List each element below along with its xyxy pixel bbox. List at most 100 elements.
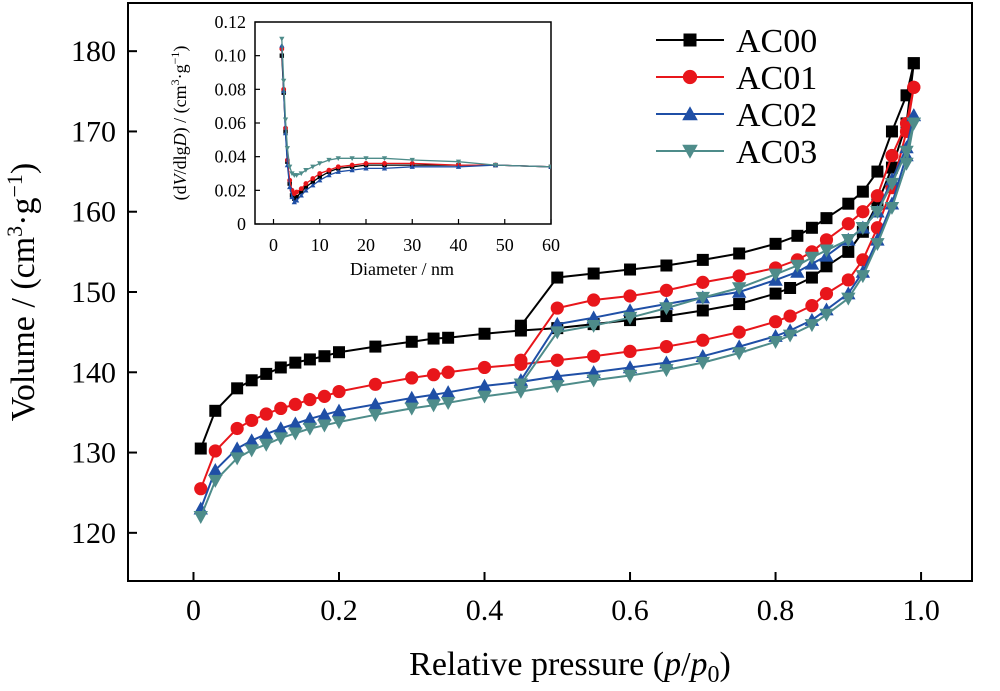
- ac01-adsorption-point: [805, 299, 819, 313]
- ac00-adsorption-point: [209, 404, 222, 417]
- ac00-adsorption-point: [289, 356, 302, 369]
- ac03-desorption-point: [695, 291, 710, 305]
- legend-label-ac02: AC02: [736, 97, 817, 134]
- inset-x-ticks: 0 10 20 30 40 50 60: [269, 219, 560, 255]
- inset-ac03-point: [326, 157, 332, 163]
- ac02-adsorption-point: [404, 390, 419, 404]
- inset-ac03-point: [287, 164, 293, 170]
- inset-y-tick-label: 0.10: [215, 46, 247, 66]
- ac00-adsorption-point: [318, 350, 331, 363]
- inset-ac03-point: [335, 156, 341, 161]
- ac03-adsorption-point: [229, 452, 245, 466]
- inset-ac03-point: [289, 171, 295, 177]
- inset-ac03-point: [298, 171, 304, 177]
- ac03-adsorption-point: [855, 270, 871, 284]
- ac03-adsorption-point: [731, 347, 747, 361]
- main-y-ticks: 120 130 140 150 160 170 180: [71, 35, 137, 550]
- ac02-adsorption-point: [426, 387, 441, 401]
- ac02-adsorption-point: [229, 441, 245, 455]
- inset-ac02-point: [310, 182, 316, 188]
- ac03-adsorption-point: [841, 292, 856, 306]
- ac03-adsorption-point: [550, 380, 565, 394]
- ac03-desorption-point: [804, 251, 820, 265]
- inset-ac01-point: [326, 167, 332, 173]
- inset-ac01-point: [294, 189, 300, 195]
- inset-ac02-point: [455, 164, 462, 169]
- ac01-desorption-point: [819, 233, 834, 247]
- ac00-desorption-point: [856, 185, 869, 198]
- legend-label-ac00: AC00: [736, 23, 817, 60]
- ac01-adsorption-point: [259, 407, 273, 421]
- ac00-desorption-point: [842, 197, 855, 210]
- ac01-adsorption-point: [368, 377, 382, 391]
- legend-marker-ac02: [682, 106, 698, 121]
- ac02-adsorption-point: [244, 433, 259, 447]
- ac02-adsorption-point: [208, 463, 223, 476]
- ac01-desorption-point: [696, 275, 710, 289]
- ac00-adsorption-point: [405, 335, 418, 348]
- ac03-adsorption-point: [259, 438, 274, 452]
- inset-y-tick-label: 0: [237, 214, 246, 234]
- inset-y-tick-label: 0.06: [215, 113, 247, 133]
- ac03-adsorption-point: [317, 419, 332, 433]
- inset-ac03-point: [381, 156, 388, 161]
- inset-y-tick-label: 0.12: [215, 12, 247, 32]
- inset-ac03-point: [281, 78, 287, 84]
- ac00-adsorption-point: [442, 331, 455, 344]
- inset-ac02-point: [335, 169, 341, 174]
- main-x-tick-label: 0: [186, 594, 201, 627]
- main-plot: 0 0.2 0.4 0.6 0.8 1.0 120 130 140 150 160 170 180 R…: [2, 2, 973, 688]
- ac03-desorption-point: [550, 326, 565, 340]
- ac03-adsorption-point: [622, 369, 638, 383]
- ac00-desorption-point: [885, 125, 898, 138]
- inset-x-tick-label: 40: [450, 235, 468, 255]
- ac02-adsorption-point: [477, 378, 492, 392]
- ac03-desorption-point: [622, 311, 638, 325]
- ac00-desorption-point: [871, 165, 884, 178]
- ac00-adsorption-point: [820, 260, 833, 273]
- inset-plot-frame: [254, 21, 552, 225]
- ac01-desorption-point: [732, 269, 746, 283]
- main-y-axis-title: Volume / (cm3·g−1): [2, 163, 42, 422]
- ac00-desorption-point: [820, 212, 833, 225]
- ac01-desorption-point: [907, 80, 921, 94]
- ac02-adsorption-point: [288, 416, 303, 430]
- ac02-desorption-line: [520, 115, 915, 381]
- ac00-adsorption-point: [369, 340, 382, 353]
- inset-ac02-point: [326, 172, 332, 178]
- ac00-desorption-point: [587, 267, 600, 280]
- main-x-axis-title: Relative pressure (p/p0): [409, 646, 731, 688]
- legend-entry-ac01: AC01: [656, 60, 817, 97]
- ac00-adsorption-point: [194, 442, 207, 455]
- inset-ac03-point: [349, 156, 355, 161]
- legend-marker-ac01: [682, 69, 698, 85]
- inset-ac00-point: [303, 184, 309, 190]
- ac02-adsorption-point: [302, 411, 318, 425]
- inset-ac02-point: [381, 165, 388, 171]
- ac01-adsorption-point: [332, 384, 346, 399]
- ac00-adsorption-point: [274, 361, 287, 374]
- ac02-adsorption-point: [440, 385, 456, 399]
- inset-x-tick-label: 60: [542, 235, 560, 255]
- ac01-desorption-point: [550, 301, 564, 315]
- ac02-adsorption-point: [259, 426, 274, 440]
- ac03-adsorption-point: [477, 390, 492, 404]
- ac03-adsorption-point: [819, 308, 834, 322]
- inset-ac01-point: [298, 186, 304, 192]
- inset-ac03-point: [279, 36, 285, 42]
- main-x-tick-label: 1.0: [902, 594, 940, 627]
- ac00-adsorption-point: [245, 374, 258, 387]
- inset-ac01-point: [317, 171, 323, 176]
- ac02-adsorption-point: [317, 407, 332, 421]
- ac01-adsorption-point: [696, 333, 710, 347]
- ac01-adsorption-point: [732, 325, 746, 339]
- inset-ac01-point: [349, 162, 355, 168]
- ac01-adsorption-point: [426, 368, 441, 382]
- ac03-desorption-point: [586, 319, 601, 333]
- inset-y-axis-title: (dV/dlgD) / (cm3·g−1): [168, 46, 191, 201]
- series-ac03: [193, 117, 921, 524]
- ac03-desorption-point: [819, 244, 834, 258]
- ac01-desorption-point: [659, 283, 674, 297]
